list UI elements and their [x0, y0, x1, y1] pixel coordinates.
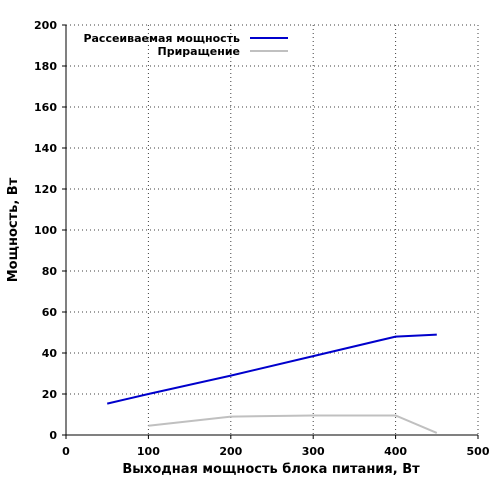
- y-tick-label: 180: [34, 60, 57, 73]
- x-tick-label: 300: [302, 445, 325, 458]
- x-tick-label: 400: [384, 445, 407, 458]
- x-tick-label: 500: [467, 445, 490, 458]
- y-tick-label: 200: [34, 19, 57, 32]
- y-tick-label: 120: [34, 183, 57, 196]
- y-tick-label: 80: [42, 265, 58, 278]
- x-tick-label: 200: [219, 445, 242, 458]
- series: [106, 333, 438, 434]
- x-axis-title: Выходная мощность блока питания, Вт: [122, 462, 420, 477]
- series-line-2: [148, 414, 438, 434]
- x-tick-label: 100: [137, 445, 160, 458]
- series-line-1: [106, 333, 437, 405]
- legend-label: Рассеиваемая мощность: [83, 32, 240, 45]
- y-tick-label: 0: [49, 429, 57, 442]
- y-tick-label: 160: [34, 101, 57, 114]
- y-tick-label: 140: [34, 142, 57, 155]
- y-tick-label: 20: [42, 388, 58, 401]
- y-tick-label: 40: [42, 347, 58, 360]
- x-tick-label: 0: [62, 445, 70, 458]
- grid: [66, 24, 479, 435]
- axes: 0 20 40 60 80 100 120 140 160 180 200 0 100 200 300 400…: [34, 19, 490, 458]
- legend-label: Приращение: [158, 45, 240, 58]
- y-tick-label: 100: [34, 224, 57, 237]
- y-tick-label: 60: [42, 306, 58, 319]
- y-axis-title: Мощность, Вт: [6, 177, 21, 282]
